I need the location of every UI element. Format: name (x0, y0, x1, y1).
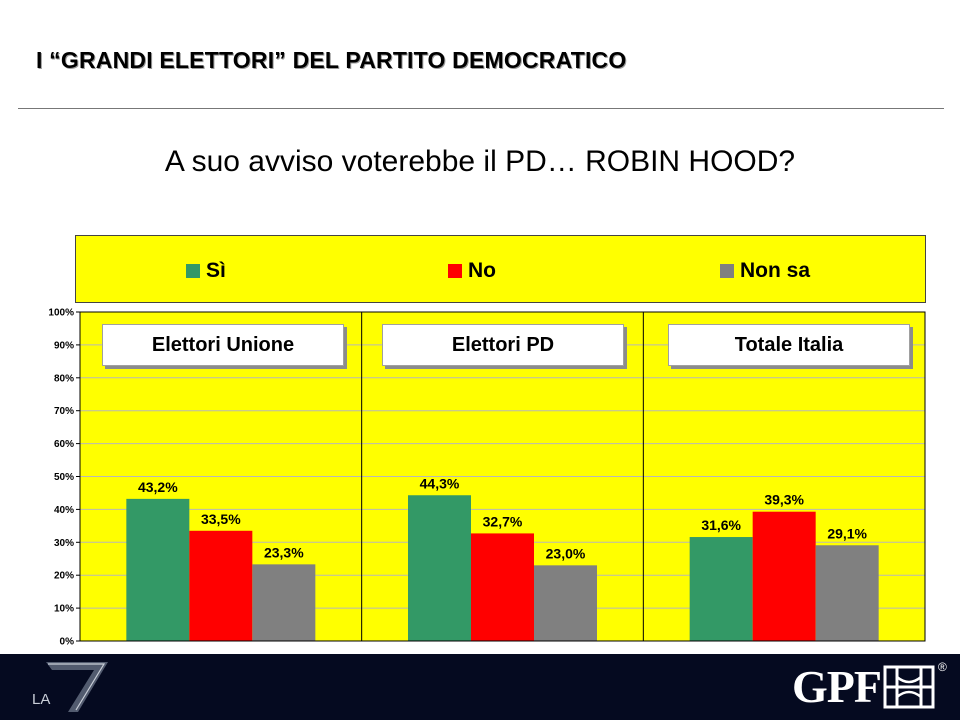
data-label: 23,0% (546, 545, 586, 561)
y-tick-label: 0% (60, 637, 75, 648)
data-label: 39,3% (764, 492, 804, 508)
plot-border (79, 311, 926, 642)
chart-legend: Sì No Non sa (75, 235, 926, 303)
y-tick-label: 80% (54, 373, 74, 384)
y-tick-label: 60% (54, 439, 74, 450)
bar (752, 511, 816, 641)
panel-title-totale-italia: Totale Italia (668, 324, 910, 366)
bar (534, 565, 597, 641)
legend-item-no: No (448, 259, 496, 283)
legend-item-non-sa: Non sa (720, 259, 810, 283)
y-tick-label: 40% (54, 505, 74, 516)
gpf-logo-text: GPF (792, 661, 882, 712)
footer-bar: LA GPF ® (0, 654, 960, 720)
bar-chart: 0% 10% 20% 30% 40% 50% 60% 70% 80% 90% 100% 43,2% 33… (48, 308, 926, 648)
y-tick-label: 10% (54, 604, 74, 615)
data-label: 43,2% (138, 479, 178, 495)
legend-item-si: Sì (186, 259, 226, 283)
legend-swatch-no (448, 264, 462, 278)
registered-mark: ® (938, 660, 947, 674)
gpf-grid-mark-icon (883, 665, 935, 709)
y-tick-label: 100% (48, 308, 74, 319)
panel-title-elettori-unione: Elettori Unione (102, 324, 344, 366)
la7-logo-text: LA (32, 691, 50, 708)
gpf-logo: GPF ® (792, 660, 947, 712)
panel-title-elettori-pd: Elettori PD (382, 324, 624, 366)
data-label: 32,7% (483, 513, 523, 529)
data-label: 44,3% (420, 475, 460, 491)
data-label: 29,1% (827, 525, 867, 541)
bar (471, 533, 534, 641)
y-tick-label: 50% (54, 472, 74, 483)
page-title: I “GRANDI ELETTORI” DEL PARTITO DEMOCRAT… (36, 47, 627, 73)
data-label: 23,3% (264, 544, 304, 560)
legend-label-non-sa: Non sa (740, 259, 811, 282)
bar (408, 495, 471, 641)
legend-label-si: Sì (206, 259, 226, 282)
chart-question: A suo avviso voterebbe il PD… ROBIN HOOD… (164, 145, 796, 178)
bar (689, 537, 753, 641)
data-label: 31,6% (701, 517, 741, 533)
y-tick-label: 70% (54, 406, 74, 417)
y-tick-label: 90% (54, 340, 74, 351)
bar (126, 498, 190, 641)
la7-logo: LA (32, 662, 108, 712)
data-label: 33,5% (201, 511, 241, 527)
y-tick-label: 20% (54, 571, 74, 582)
y-tick-label: 30% (54, 538, 74, 549)
legend-label-no: No (468, 259, 496, 282)
legend-swatch-si (186, 264, 200, 278)
bar (252, 564, 316, 641)
header-divider (18, 108, 944, 109)
bar (189, 530, 253, 641)
bar (815, 545, 879, 641)
legend-swatch-non-sa (720, 264, 734, 278)
